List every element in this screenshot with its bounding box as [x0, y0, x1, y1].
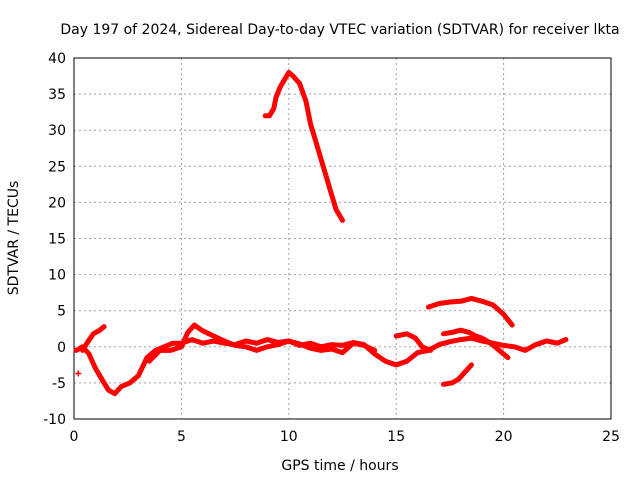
y-tick-label: 20: [48, 195, 66, 211]
x-axis-label: GPS time / hours: [281, 458, 398, 474]
series-isolated-point: [75, 370, 82, 377]
chart-title: Day 197 of 2024, Sidereal Day-to-day VTE…: [60, 22, 619, 38]
series-trace-5: [425, 295, 515, 328]
series-line: [393, 331, 434, 353]
series-line: [441, 327, 511, 361]
series-line: [441, 362, 474, 387]
plot-frame: [73, 57, 612, 420]
x-tick-label: 25: [602, 429, 620, 445]
series-trace-8: [262, 69, 345, 223]
series-line: [425, 295, 515, 328]
y-tick-label: 35: [48, 87, 66, 103]
x-tick-label: 5: [177, 429, 186, 445]
series-layer: [73, 69, 569, 397]
x-tick-label: 15: [387, 429, 405, 445]
series-line: [146, 322, 378, 364]
y-tick-label: 15: [48, 232, 66, 248]
grid: [74, 58, 611, 419]
y-tick-label: 0: [57, 340, 66, 356]
x-tick-label: 20: [495, 429, 513, 445]
y-tick-label: 5: [57, 304, 66, 320]
x-tick-label: 0: [70, 429, 79, 445]
data-point: [75, 370, 82, 377]
series-trace-2: [80, 324, 107, 353]
series-line: [80, 324, 107, 353]
series-trace-4: [393, 331, 434, 353]
y-tick-label: 30: [48, 123, 66, 139]
series-trace-3: [146, 322, 378, 364]
y-tick-label: 25: [48, 159, 66, 175]
y-tick-label: -10: [43, 412, 66, 428]
y-tick-label: 10: [48, 268, 66, 284]
x-tick-label: 10: [280, 429, 298, 445]
tick-labels: 0 5 10 15 20 25 -10 -5 0 5 10 15 20 25 30 35 40: [43, 51, 620, 445]
series-trace-6: [441, 327, 511, 361]
series-trace-7: [441, 362, 474, 387]
y-tick-label: -5: [52, 376, 66, 392]
y-tick-label: 40: [48, 51, 66, 67]
y-axis-label: SDTVAR / TECUs: [6, 181, 22, 296]
series-line: [262, 69, 345, 223]
